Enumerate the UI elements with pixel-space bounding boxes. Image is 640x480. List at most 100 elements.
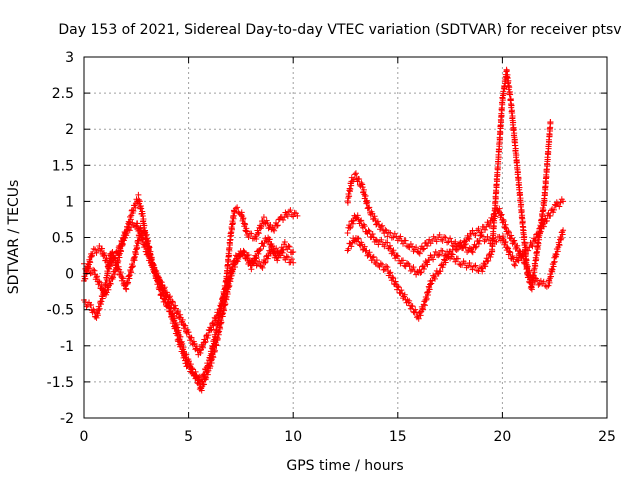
data-point bbox=[348, 243, 355, 250]
data-point bbox=[203, 374, 210, 381]
data-point bbox=[475, 240, 482, 247]
data-point bbox=[551, 258, 558, 265]
data-point bbox=[234, 258, 241, 265]
data-point bbox=[87, 259, 94, 266]
data-point bbox=[279, 249, 286, 256]
data-point bbox=[468, 263, 475, 270]
data-point bbox=[370, 253, 377, 260]
x-tick-label: 0 bbox=[80, 429, 89, 445]
data-point bbox=[506, 84, 513, 91]
data-point bbox=[386, 242, 393, 249]
data-point bbox=[498, 212, 505, 219]
data-point bbox=[513, 151, 520, 158]
data-point bbox=[205, 332, 212, 339]
data-point bbox=[406, 297, 413, 304]
data-point bbox=[502, 221, 509, 228]
data-point bbox=[515, 257, 522, 264]
data-point bbox=[436, 231, 443, 238]
data-point bbox=[466, 245, 473, 252]
data-point bbox=[397, 233, 404, 240]
data-point bbox=[169, 298, 176, 305]
data-point bbox=[129, 263, 136, 270]
y-tick-labels: -2 -1.5 -1 -0.5 0 0.5 1 1.5 2 2.5 3 bbox=[47, 50, 74, 427]
data-point bbox=[107, 280, 114, 287]
data-point bbox=[532, 263, 539, 270]
data-point bbox=[384, 264, 391, 271]
data-point bbox=[439, 248, 446, 255]
data-point bbox=[419, 305, 426, 312]
data-point bbox=[473, 243, 480, 250]
data-point bbox=[160, 285, 167, 292]
data-point bbox=[260, 243, 267, 250]
data-point bbox=[89, 250, 96, 257]
data-point bbox=[115, 258, 122, 265]
data-point bbox=[413, 244, 420, 251]
data-point bbox=[423, 295, 430, 302]
y-tick-label: 0 bbox=[65, 267, 74, 283]
data-point bbox=[556, 203, 563, 210]
data-point bbox=[200, 381, 207, 388]
data-point bbox=[86, 265, 93, 272]
data-point bbox=[388, 234, 395, 241]
data-point bbox=[452, 238, 459, 245]
data-point bbox=[234, 204, 241, 211]
data-point bbox=[401, 291, 408, 298]
data-point bbox=[172, 302, 179, 309]
data-point bbox=[201, 339, 208, 346]
data-point bbox=[278, 248, 285, 255]
data-point bbox=[502, 238, 509, 245]
data-point bbox=[280, 216, 287, 223]
y-tick-label: -2 bbox=[60, 411, 74, 427]
y-tick-label: -0.5 bbox=[47, 303, 74, 319]
data-point bbox=[364, 252, 371, 259]
data-point bbox=[482, 263, 489, 270]
y-axis-label: SDTVAR / TECUs bbox=[6, 180, 22, 295]
data-point bbox=[469, 249, 476, 256]
data-point bbox=[533, 256, 540, 263]
data-point bbox=[169, 299, 176, 306]
data-point bbox=[146, 255, 153, 262]
data-point bbox=[149, 261, 156, 268]
data-point bbox=[374, 218, 381, 225]
data-point bbox=[422, 258, 429, 265]
x-tick-label: 10 bbox=[284, 429, 302, 445]
series-track-1 bbox=[81, 191, 301, 385]
data-point bbox=[505, 229, 512, 236]
data-point bbox=[387, 229, 394, 236]
data-point bbox=[537, 277, 544, 284]
data-point bbox=[155, 274, 162, 281]
data-point bbox=[181, 352, 188, 359]
data-point bbox=[174, 309, 181, 316]
data-point bbox=[531, 238, 538, 245]
data-point bbox=[513, 244, 520, 251]
data-point bbox=[113, 265, 120, 272]
data-point bbox=[88, 301, 95, 308]
data-point bbox=[123, 286, 130, 293]
data-point bbox=[231, 208, 238, 215]
data-point bbox=[558, 235, 565, 242]
data-point bbox=[482, 226, 489, 233]
data-point bbox=[545, 282, 552, 289]
data-point bbox=[521, 233, 528, 240]
data-point bbox=[344, 230, 351, 237]
data-point bbox=[141, 222, 148, 229]
data-point bbox=[106, 263, 113, 270]
data-point bbox=[390, 234, 397, 241]
data-point bbox=[452, 258, 459, 265]
data-point bbox=[136, 227, 143, 234]
data-point bbox=[273, 245, 280, 252]
data-point bbox=[500, 216, 507, 223]
data-point bbox=[287, 259, 294, 266]
data-point bbox=[274, 222, 281, 229]
y-tick-label: 2.5 bbox=[52, 86, 74, 102]
axis-ticks bbox=[83, 56, 608, 419]
data-point bbox=[412, 306, 419, 313]
data-point bbox=[560, 198, 567, 205]
data-point bbox=[383, 263, 390, 270]
data-point bbox=[351, 171, 358, 178]
data-point bbox=[221, 291, 228, 298]
data-point bbox=[108, 250, 115, 257]
data-point bbox=[193, 372, 200, 379]
data-point bbox=[387, 269, 394, 276]
data-point bbox=[358, 180, 365, 187]
